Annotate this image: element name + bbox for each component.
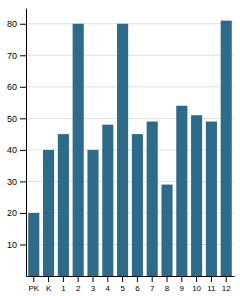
tick-label: 2 xyxy=(76,284,81,293)
bar xyxy=(28,213,39,276)
tick: 12 xyxy=(222,276,231,293)
tick: 80 xyxy=(7,19,26,29)
tick: PK xyxy=(28,276,39,293)
tick-mark xyxy=(20,24,26,25)
tick-mark xyxy=(48,276,49,282)
tick: 8 xyxy=(165,276,170,293)
tick-mark xyxy=(152,276,153,282)
tick: 3 xyxy=(91,276,96,293)
bar xyxy=(87,150,98,276)
tick: 1 xyxy=(61,276,66,293)
grid-line xyxy=(26,244,234,245)
tick-mark xyxy=(20,118,26,119)
tick: 9 xyxy=(180,276,185,293)
plot: PKK1234567891011121020304050607080 xyxy=(7,9,235,293)
bar xyxy=(117,24,128,276)
grid-line xyxy=(26,181,234,182)
tick: 6 xyxy=(135,276,140,293)
bar xyxy=(206,122,217,276)
tick: 20 xyxy=(7,208,26,218)
tick-label: 70 xyxy=(7,51,17,61)
bar xyxy=(147,122,158,276)
bar xyxy=(132,134,143,276)
tick: 10 xyxy=(192,276,201,293)
tick-label: 40 xyxy=(7,145,17,155)
tick-label: K xyxy=(46,284,52,293)
tick-label: 5 xyxy=(120,284,125,293)
bars xyxy=(28,21,232,276)
grid-line xyxy=(26,86,234,87)
tick-mark xyxy=(92,276,93,282)
tick: 4 xyxy=(106,276,111,293)
tick-label: 80 xyxy=(7,19,17,29)
tick-mark xyxy=(20,150,26,151)
tick-mark xyxy=(107,276,108,282)
tick-label: 10 xyxy=(192,284,201,293)
tick-label: 6 xyxy=(135,284,140,293)
tick-label: 20 xyxy=(7,208,17,218)
axis-line xyxy=(26,9,27,277)
tick: 60 xyxy=(7,82,26,92)
tick-label: 7 xyxy=(150,284,155,293)
grid-line xyxy=(26,118,234,119)
grid-line xyxy=(26,212,234,213)
tick-label: 8 xyxy=(165,284,170,293)
tick: 11 xyxy=(207,276,216,293)
tick-mark xyxy=(137,276,138,282)
bar xyxy=(176,106,187,276)
tick-label: 3 xyxy=(91,284,96,293)
grid-line xyxy=(26,55,234,56)
tick-label: 50 xyxy=(7,114,17,124)
tick-mark xyxy=(167,276,168,282)
tick-mark xyxy=(63,276,64,282)
tick-mark xyxy=(20,181,26,182)
x-axis: PKK123456789101112 xyxy=(27,276,235,293)
tick-mark xyxy=(122,276,123,282)
tick-label: PK xyxy=(28,284,39,293)
bar xyxy=(73,24,84,276)
tick-mark xyxy=(78,276,79,282)
chart: PKK1234567891011121020304050607080 xyxy=(0,0,240,296)
tick: 70 xyxy=(7,51,26,61)
tick-mark xyxy=(196,276,197,282)
tick-mark xyxy=(20,55,26,56)
tick: 2 xyxy=(76,276,81,293)
tick-label: 1 xyxy=(61,284,66,293)
tick: K xyxy=(46,276,52,293)
grid-line xyxy=(26,149,234,150)
grid xyxy=(26,24,234,245)
bar xyxy=(221,21,232,276)
tick: 50 xyxy=(7,114,26,124)
tick-mark xyxy=(181,276,182,282)
tick-label: 60 xyxy=(7,82,17,92)
tick-label: 11 xyxy=(207,284,216,293)
tick-label: 10 xyxy=(7,240,17,250)
tick-mark xyxy=(20,213,26,214)
tick: 10 xyxy=(7,240,26,250)
tick-label: 12 xyxy=(222,284,231,293)
tick-label: 30 xyxy=(7,177,17,187)
bar xyxy=(58,134,69,276)
bar xyxy=(191,115,202,276)
bar xyxy=(161,185,172,276)
tick-mark xyxy=(33,276,34,282)
bar xyxy=(102,125,113,276)
bar xyxy=(43,150,54,276)
grid-line xyxy=(26,23,234,24)
tick: 5 xyxy=(120,276,125,293)
tick: 7 xyxy=(150,276,155,293)
tick: 30 xyxy=(7,177,26,187)
y-axis: 10 20 30 40 50 60 70 80 xyxy=(7,9,27,277)
tick-mark xyxy=(20,87,26,88)
tick: 40 xyxy=(7,145,26,155)
tick-mark xyxy=(211,276,212,282)
axis-line xyxy=(27,276,235,277)
tick-label: 4 xyxy=(106,284,111,293)
tick-label: 9 xyxy=(180,284,185,293)
tick-mark xyxy=(20,244,26,245)
tick-mark xyxy=(226,276,227,282)
